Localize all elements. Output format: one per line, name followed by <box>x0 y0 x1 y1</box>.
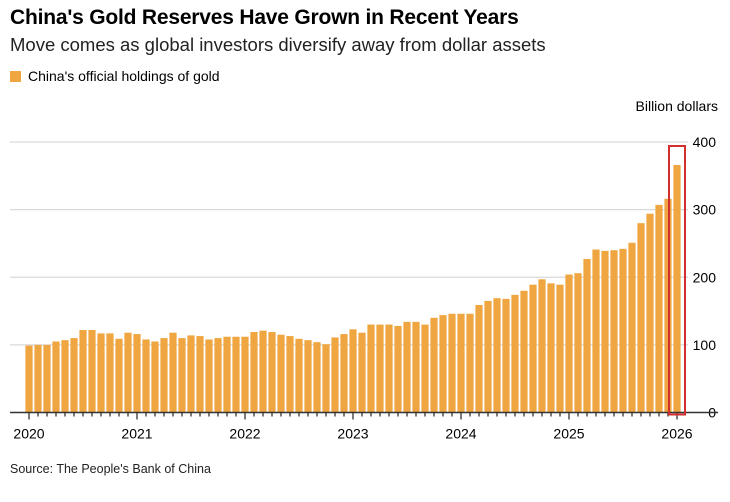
source-note: Source: The People's Bank of China <box>10 462 211 476</box>
bar <box>637 223 645 413</box>
x-tick-label: 2020 <box>13 426 44 442</box>
bar <box>304 340 312 413</box>
bar <box>448 313 456 413</box>
bar <box>583 258 591 413</box>
bar <box>475 304 483 413</box>
bar <box>403 321 411 413</box>
bar <box>205 339 213 413</box>
bar <box>187 335 195 413</box>
bar <box>25 345 33 413</box>
x-tick-label: 2026 <box>661 426 692 442</box>
bar <box>394 325 402 413</box>
chart-subtitle: Move comes as global investors diversify… <box>10 34 546 55</box>
bar <box>160 338 168 413</box>
bar <box>241 336 249 413</box>
y-tick-label: 200 <box>693 269 717 285</box>
bar <box>358 332 366 413</box>
bar <box>97 333 105 413</box>
bar <box>142 339 150 413</box>
bar <box>439 315 447 413</box>
bar <box>349 329 357 413</box>
bar <box>430 317 438 413</box>
x-tick-label: 2024 <box>445 426 476 442</box>
bar <box>169 332 177 413</box>
bar <box>556 284 564 413</box>
bar <box>484 300 492 413</box>
x-tick-label: 2021 <box>121 426 152 442</box>
bar <box>520 290 528 413</box>
bar <box>178 338 186 413</box>
bar <box>34 344 42 413</box>
bar <box>322 344 330 413</box>
y-tick-label: 400 <box>693 134 717 150</box>
bar <box>223 336 231 413</box>
bar <box>412 321 420 413</box>
bar <box>268 332 276 413</box>
bar <box>214 338 222 413</box>
bar <box>313 342 321 413</box>
bar <box>250 332 258 413</box>
bar <box>124 332 132 413</box>
chart-title: China's Gold Reserves Have Grown in Rece… <box>10 6 519 29</box>
legend: China's official holdings of gold <box>10 68 220 84</box>
bar <box>601 250 609 413</box>
bar <box>628 242 636 413</box>
bar <box>196 336 204 413</box>
bar <box>655 204 663 413</box>
bar <box>457 313 465 413</box>
bar <box>133 334 141 413</box>
bar <box>151 341 159 413</box>
bar <box>88 329 96 413</box>
bar <box>511 294 519 413</box>
bar <box>493 298 501 413</box>
bar <box>610 250 618 413</box>
legend-swatch <box>10 70 21 82</box>
bar <box>43 344 51 413</box>
bar <box>232 336 240 413</box>
highlight-box <box>668 145 686 416</box>
bar <box>385 324 393 413</box>
bar <box>529 284 537 413</box>
bar <box>592 249 600 413</box>
bar <box>295 338 303 413</box>
bar <box>547 283 555 413</box>
x-tick-label: 2022 <box>229 426 260 442</box>
bar <box>70 338 78 413</box>
bar <box>673 164 681 413</box>
legend-label: China's official holdings of gold <box>28 68 220 84</box>
bar <box>286 336 294 413</box>
bar <box>574 273 582 413</box>
bar <box>376 324 384 413</box>
bar <box>52 341 60 413</box>
bar <box>619 248 627 413</box>
bar <box>340 334 348 413</box>
bar <box>61 340 69 413</box>
bar <box>646 213 654 413</box>
bar <box>79 329 87 413</box>
bar <box>538 279 546 413</box>
bar <box>277 334 285 413</box>
bar <box>502 298 510 413</box>
y-tick-label: 100 <box>693 337 717 353</box>
x-tick-label: 2023 <box>337 426 368 442</box>
bar <box>466 313 474 413</box>
bar <box>115 338 123 413</box>
y-axis-unit-label: Billion dollars <box>635 98 718 114</box>
bar <box>106 333 114 413</box>
bar <box>331 337 339 413</box>
x-tick-label: 2025 <box>553 426 584 442</box>
y-tick-label: 300 <box>693 202 717 218</box>
bar <box>367 324 375 413</box>
bar <box>421 324 429 413</box>
bar <box>565 274 573 413</box>
bar <box>259 330 267 413</box>
